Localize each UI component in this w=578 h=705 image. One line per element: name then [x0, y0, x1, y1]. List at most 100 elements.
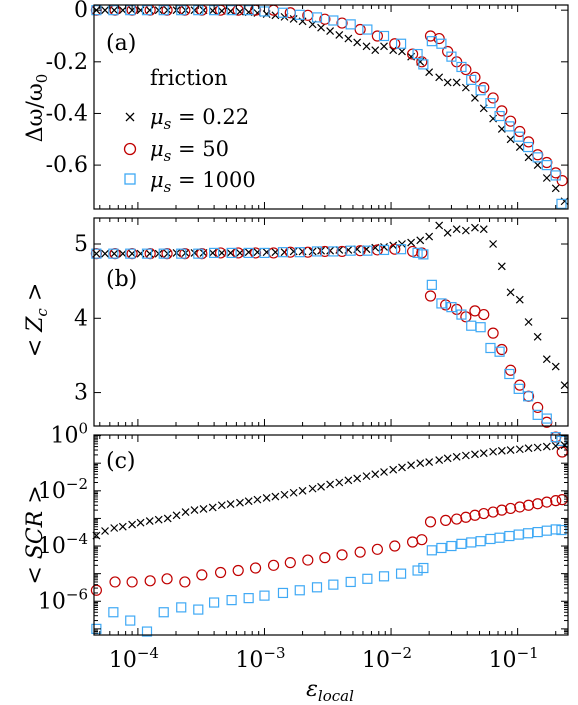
data-point-square: [345, 19, 356, 30]
data-point-circle: [460, 511, 472, 523]
data-point-x: [435, 456, 444, 464]
data-point-square: [294, 9, 305, 20]
data-point-x: [497, 262, 506, 271]
legend-entry-1: μs = 50: [150, 137, 229, 165]
panel-c-frame: [93, 434, 569, 636]
data-point-x: [461, 451, 470, 460]
data-point-x: [236, 7, 244, 16]
data-point-circle: [354, 245, 366, 257]
data-point-circle: [161, 573, 173, 585]
data-point-x: [524, 153, 533, 162]
data-point-square: [513, 383, 524, 394]
panel-c-marks: [90, 441, 569, 637]
data-point-x: [560, 381, 569, 390]
data-point-square: [556, 435, 567, 446]
data-point-x: [208, 6, 217, 15]
y-tick-label: 10−6: [38, 585, 88, 614]
data-point-circle: [514, 125, 526, 138]
data-point-square: [158, 607, 169, 618]
data-point-circle: [319, 13, 331, 25]
data-point-circle: [126, 576, 138, 588]
data-point-circle: [469, 71, 481, 83]
y-tick-label: 3: [74, 381, 88, 406]
data-point-circle: [389, 243, 401, 255]
data-point-square: [523, 141, 534, 153]
data-point-square: [193, 604, 204, 615]
data-point-circle: [550, 495, 562, 507]
data-point-square: [259, 247, 270, 259]
legend-entry-2: μs = 1000: [150, 168, 256, 196]
data-point-x: [371, 46, 380, 55]
data-point-x: [308, 484, 317, 493]
data-point-square: [176, 248, 187, 259]
data-point-square: [176, 602, 187, 613]
data-point-square: [494, 532, 505, 543]
data-point-square: [378, 244, 390, 256]
data-point-square: [294, 247, 305, 258]
panel-a-y-ticks: 0 -0.2 -0.4 -0.6: [46, 0, 568, 178]
data-point-square: [345, 245, 356, 256]
data-point-x: [172, 511, 181, 520]
data-point-square: [550, 170, 561, 181]
data-point-square: [125, 5, 136, 16]
data-point-circle: [90, 584, 102, 596]
legend-entry-0: μs = 0.22: [150, 105, 249, 133]
data-point-circle: [354, 23, 366, 36]
data-point-circle: [109, 576, 121, 588]
data-point-square: [426, 545, 437, 556]
data-point-circle: [532, 149, 544, 161]
data-point-x: [542, 174, 551, 182]
data-point-x: [407, 461, 416, 470]
data-point-square: [294, 585, 305, 596]
data-point-x: [145, 249, 154, 258]
data-point-circle: [214, 247, 227, 259]
data-point-x: [489, 240, 498, 248]
data-point-square: [513, 131, 524, 142]
y-tick-label: -0.4: [46, 101, 88, 126]
data-point-x: [524, 444, 533, 453]
data-point-x: [515, 445, 524, 454]
data-point-circle: [487, 327, 499, 339]
data-point-x: [362, 42, 371, 51]
data-point-x: [335, 31, 344, 39]
data-point-x: [524, 318, 533, 326]
data-point-square: [362, 245, 373, 256]
data-point-x: [479, 449, 488, 458]
data-point-x: [217, 501, 226, 510]
data-point-square: [176, 5, 187, 16]
panel-c: 100 10−2 10−4 10−6 (c) < SCR >: [23, 420, 569, 637]
data-point-x: [353, 474, 362, 483]
data-point-circle: [505, 364, 517, 376]
data-point-x: [110, 249, 119, 258]
data-point-x: [344, 34, 353, 43]
data-point-square: [243, 593, 254, 604]
data-point-circle: [416, 534, 428, 546]
data-point-x: [416, 236, 425, 245]
data-point-square: [395, 38, 407, 49]
data-point-circle: [267, 559, 280, 571]
data-point-x: [398, 463, 406, 472]
data-point-square: [485, 98, 496, 109]
panel-b-label: (b): [106, 267, 137, 292]
data-point-x: [506, 288, 515, 297]
panel-b-frame: [93, 217, 569, 427]
data-point-square: [158, 5, 169, 16]
data-point-x: [443, 78, 452, 87]
data-point-square: [532, 526, 543, 538]
data-point-square: [456, 538, 467, 549]
data-point-square: [395, 244, 407, 255]
data-point-square: [426, 279, 437, 290]
data-point-x: [271, 492, 280, 501]
data-point-x: [443, 454, 452, 463]
data-point-circle: [196, 569, 208, 581]
x-tick-label: 10−3: [235, 644, 285, 673]
data-point-circle: [532, 498, 544, 510]
data-point-x: [398, 47, 406, 56]
data-point-square: [418, 249, 429, 260]
data-point-square: [550, 524, 561, 535]
data-point-square: [532, 152, 543, 163]
data-point-x: [461, 83, 470, 92]
data-point-square: [141, 5, 153, 16]
data-point-square: [277, 587, 289, 599]
data-point-x: [425, 68, 434, 77]
